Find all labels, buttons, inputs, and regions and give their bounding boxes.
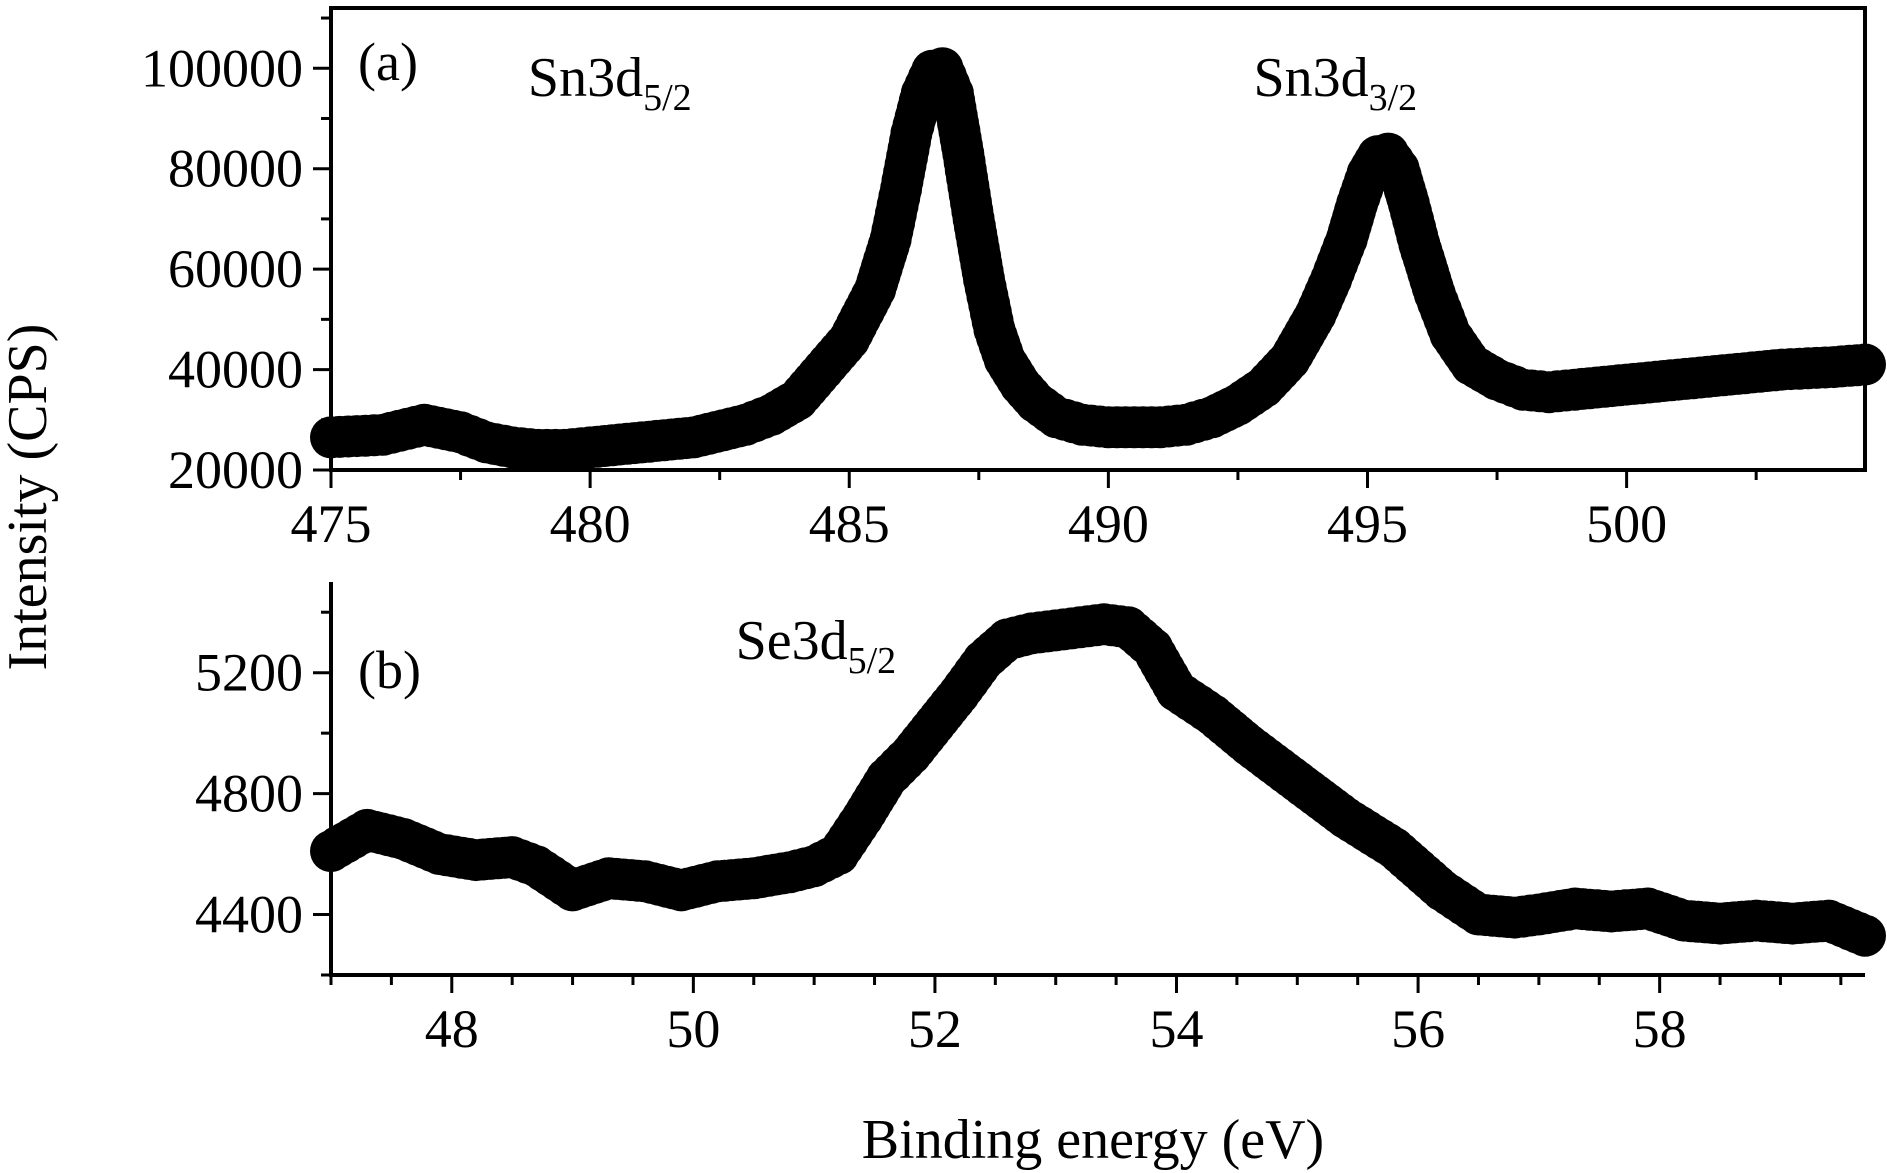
- panel-a-y-tick-label: 80000: [168, 139, 303, 199]
- panel-a-sn3d: 475 480 485 490 495 500 20000 40000 60000 80000 10…: [141, 6, 1886, 554]
- se3d52-annotation: Se3d5/2: [736, 610, 897, 682]
- panel-b-x-tick-label: 52: [908, 999, 962, 1059]
- panel-a-y-tick-label: 20000: [168, 440, 303, 500]
- panel-b-data-markers: [310, 603, 1886, 957]
- sn3d52-label: Sn3d: [528, 47, 643, 109]
- panel-a-x-tick-label: 480: [550, 494, 631, 554]
- panel-b-data-point: [1844, 914, 1886, 957]
- panel-b-tag: (b): [358, 640, 421, 700]
- x-axis-label: Binding energy (eV): [862, 1109, 1324, 1171]
- se3d52-subscript: 5/2: [848, 640, 897, 682]
- panel-a-annotations: Sn3d5/2 Sn3d3/2: [528, 47, 1417, 119]
- panel-b-axes: [329, 582, 1865, 977]
- panel-b-x-tick-label: 50: [666, 999, 720, 1059]
- panel-a-frame: [329, 6, 1867, 472]
- sn3d52-subscript: 5/2: [643, 77, 692, 119]
- y-axis-label: Intensity (CPS): [0, 324, 59, 671]
- sn3d32-annotation: Sn3d3/2: [1253, 47, 1417, 119]
- sn3d32-subscript: 3/2: [1369, 77, 1418, 119]
- panel-a-tick-labels: 475 480 485 490 495 500 20000 40000 60000 80000 10…: [141, 38, 1667, 554]
- panel-a-y-tick-label: 100000: [141, 38, 303, 98]
- panel-b-annotations: Se3d5/2: [736, 610, 897, 682]
- panel-b-y-tick-label: 4400: [195, 885, 303, 945]
- panel-b-y-tick-label: 5200: [195, 643, 303, 703]
- panel-a-x-tick-label: 490: [1068, 494, 1149, 554]
- se3d52-label: Se3d: [736, 610, 848, 672]
- panel-a-x-tick-label: 500: [1586, 494, 1667, 554]
- panel-b-y-tick-label: 4800: [195, 764, 303, 824]
- panel-b-se3d: 48 50 52 54 56 58 4400 4800 5200 (b) Se3d5/2: [195, 582, 1886, 1059]
- panel-b-ticks: [313, 610, 1843, 993]
- panel-b-tick-labels: 48 50 52 54 56 58 4400 4800 5200: [195, 643, 1687, 1059]
- panel-a-x-tick-label: 475: [291, 494, 372, 554]
- panel-a-x-tick-label: 495: [1327, 494, 1408, 554]
- panel-a-x-tick-label: 485: [809, 494, 890, 554]
- panel-a-data-markers: [310, 47, 1886, 471]
- panel-b-x-tick-label: 54: [1150, 999, 1204, 1059]
- panel-b-x-tick-label: 48: [425, 999, 479, 1059]
- panel-a-tag: (a): [358, 32, 418, 92]
- panel-a-y-tick-label: 40000: [168, 340, 303, 400]
- sn3d32-label: Sn3d: [1253, 47, 1368, 109]
- panel-a-y-tick-label: 60000: [168, 239, 303, 299]
- panel-b-x-tick-label: 56: [1391, 999, 1445, 1059]
- sn3d52-annotation: Sn3d5/2: [528, 47, 692, 119]
- panel-b-x-tick-label: 58: [1633, 999, 1687, 1059]
